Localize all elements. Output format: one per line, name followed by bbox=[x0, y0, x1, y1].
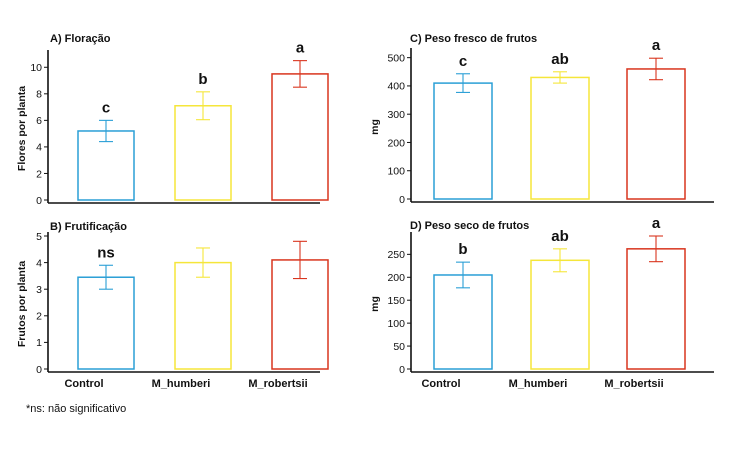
bar-m_robertsii bbox=[626, 68, 686, 200]
significance-label: a bbox=[652, 215, 661, 232]
panel-title: B) Frutificação bbox=[50, 221, 127, 233]
y-axis-title: Flores por planta bbox=[16, 86, 28, 171]
bar-control bbox=[433, 274, 493, 370]
y-tick-label: 0 bbox=[399, 194, 405, 206]
x-tick-label: Control bbox=[64, 378, 103, 390]
y-tick-label: 0 bbox=[399, 364, 405, 376]
y-tick-label: 400 bbox=[387, 81, 405, 93]
significance-label: c bbox=[102, 99, 110, 116]
significance-label: c bbox=[459, 53, 467, 70]
bar-m_humberi bbox=[530, 259, 590, 370]
significance-label: b bbox=[458, 241, 467, 258]
y-tick-label: 2 bbox=[36, 311, 42, 323]
significance-label: b bbox=[198, 71, 207, 88]
y-tick-label: 8 bbox=[36, 89, 42, 101]
panel-title: D) Peso seco de frutos bbox=[410, 220, 529, 232]
y-tick-label: 5 bbox=[36, 231, 42, 243]
significance-label: ab bbox=[551, 228, 569, 245]
y-tick-label: 500 bbox=[387, 52, 405, 64]
x-tick-label: M_robertsii bbox=[604, 378, 663, 390]
footnote: *ns: não significativo bbox=[26, 403, 127, 415]
y-tick-label: 150 bbox=[387, 295, 405, 307]
y-axis-title: Frutos por planta bbox=[16, 261, 28, 347]
x-tick-label: Control bbox=[421, 378, 460, 390]
y-tick-label: 4 bbox=[36, 142, 42, 154]
x-tick-label: M_humberi bbox=[152, 378, 211, 390]
panel-title: A) Floração bbox=[50, 33, 111, 45]
y-tick-label: 50 bbox=[393, 341, 405, 353]
y-tick-label: 0 bbox=[36, 195, 42, 207]
bar-control bbox=[433, 82, 493, 200]
significance-label: ab bbox=[551, 51, 569, 68]
y-tick-label: 200 bbox=[387, 137, 405, 149]
y-tick-label: 1 bbox=[36, 337, 42, 349]
chart-panel-2: B) Frutificação Frutos por planta 0 1 2 3 4 5 ns… bbox=[16, 221, 329, 390]
significance-label: a bbox=[652, 37, 661, 54]
y-axis-title: mg bbox=[369, 296, 381, 312]
bar-m_robertsii bbox=[271, 73, 329, 201]
y-tick-label: 4 bbox=[36, 257, 42, 269]
y-tick-label: 100 bbox=[387, 318, 405, 330]
chart-panel-4: D) Peso seco de frutos mg 0 50 100 150 200 250 b… bbox=[369, 215, 714, 390]
y-tick-label: 10 bbox=[30, 62, 42, 74]
y-tick-label: 0 bbox=[36, 364, 42, 376]
x-tick-label: M_robertsii bbox=[248, 378, 307, 390]
bar-m_humberi bbox=[174, 261, 232, 370]
y-tick-label: 250 bbox=[387, 249, 405, 261]
y-tick-label: 2 bbox=[36, 168, 42, 180]
bar-control bbox=[77, 276, 135, 370]
y-tick-label: 6 bbox=[36, 115, 42, 127]
significance-label: a bbox=[296, 40, 305, 57]
x-tick-label: M_humberi bbox=[509, 378, 568, 390]
bar-m_humberi bbox=[530, 76, 590, 200]
significance-label: ns bbox=[97, 244, 115, 261]
chart-panel-1: A) Floração Flores por planta 0 2 4 6 8 10 c b a bbox=[16, 33, 329, 207]
bar-m_robertsii bbox=[626, 248, 686, 370]
y-tick-label: 300 bbox=[387, 109, 405, 121]
y-tick-label: 200 bbox=[387, 272, 405, 284]
y-tick-label: 3 bbox=[36, 284, 42, 296]
y-tick-label: 100 bbox=[387, 166, 405, 178]
chart-panel-3: C) Peso fresco de frutos mg 0 100 200 300 400 5… bbox=[369, 33, 714, 206]
y-axis-title: mg bbox=[369, 119, 381, 135]
panel-title: C) Peso fresco de frutos bbox=[410, 33, 537, 45]
